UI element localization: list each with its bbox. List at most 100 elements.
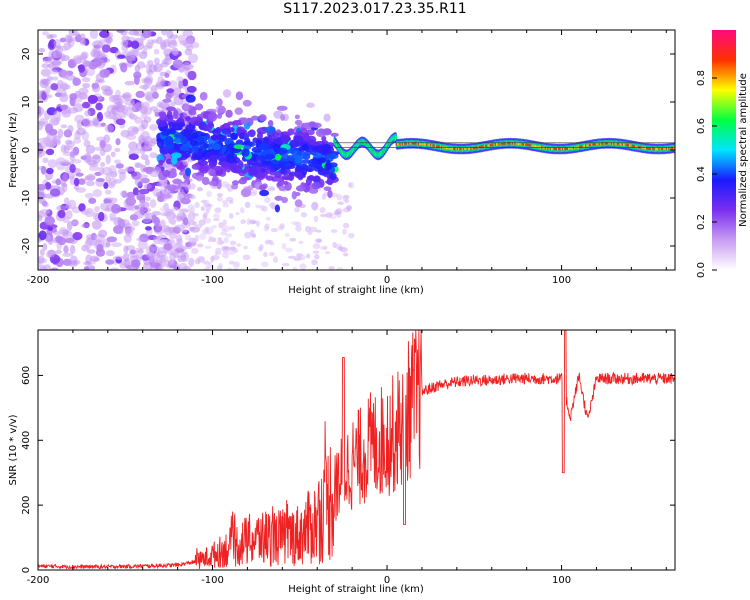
spectrogram-cell: [329, 172, 337, 181]
spectrogram-cell: [238, 132, 250, 140]
spectrogram-cell: [111, 106, 120, 116]
spectrogram-cell: [176, 234, 183, 243]
spectrogram-cell: [295, 185, 306, 192]
spectrogram-cell: [143, 212, 149, 218]
spectrogram-cell: [191, 247, 199, 255]
spectrogram-cell: [136, 237, 147, 242]
spectrogram-cell: [172, 59, 184, 69]
spectrogram-cell: [294, 221, 302, 227]
spectrogram-cell: [165, 93, 172, 100]
spectrogram-cell: [44, 84, 51, 94]
spectrogram-cell: [187, 204, 195, 210]
spectrogram-cell: [221, 161, 229, 168]
spectrogram-cell: [140, 154, 149, 160]
spectrogram-cell: [166, 110, 173, 120]
spectrogram-cell: [81, 77, 91, 83]
spectrogram-cell: [184, 48, 193, 56]
spectrogram-cell: [274, 170, 282, 179]
spectrogram-cell: [193, 120, 201, 126]
spectrogram-cell: [38, 117, 49, 127]
snr-series-line: [38, 330, 675, 570]
spectrogram-cell: [149, 152, 158, 159]
spectrogram-cell: [169, 34, 179, 39]
snr-ytick-label: 200: [21, 496, 32, 515]
spectrogram-cell: [95, 102, 103, 111]
spectrogram-cell: [50, 267, 59, 270]
spectrogram-cell: [180, 256, 187, 263]
spectrogram-cell: [229, 133, 238, 140]
spectrogram-cell: [138, 188, 150, 195]
spectrogram-cell: [105, 250, 115, 257]
spectrogram-cell: [207, 112, 218, 122]
spectrogram-cell: [116, 30, 126, 34]
spectrogram-cell: [104, 189, 112, 195]
spectrogram-cell: [293, 257, 299, 262]
spectrogram-cell: [59, 226, 67, 233]
spectrogram-cell: [281, 242, 287, 250]
spectrogram-cell: [101, 143, 112, 153]
spectrogram-cell: [185, 167, 192, 177]
spectrogram-cell: [198, 146, 207, 153]
spectrogram-cell: [63, 244, 69, 255]
spectrogram-cell: [67, 60, 76, 69]
spectrogram-cell: [232, 267, 239, 270]
spectrogram-cell: [309, 226, 318, 233]
spectrogram-cell: [167, 217, 175, 224]
spectrogram-cell: [98, 229, 108, 238]
spectrogram-cell: [222, 251, 229, 259]
spectrogram-cell: [120, 62, 128, 73]
spectrogram-cell: [287, 255, 296, 259]
spectrogram-cell: [75, 172, 84, 177]
spectrogram-cell: [105, 241, 111, 248]
spectrogram-cell: [53, 45, 62, 51]
spectrogram-cell: [212, 143, 221, 150]
spectrogram-cell: [223, 236, 229, 244]
spectrogram-cell: [264, 239, 271, 245]
spectrogram-cell: [140, 177, 150, 184]
spectrogram-cell: [146, 251, 156, 259]
colorbar: [712, 30, 736, 270]
spectrogram-cell: [151, 39, 159, 44]
spectrogram-cell: [93, 44, 101, 49]
spectrogram-cell: [94, 146, 104, 151]
spectrogram-cell: [268, 251, 275, 257]
spectrogram-cell: [235, 212, 240, 216]
spectrogram-cell: [150, 137, 159, 144]
spectrogram-cell: [72, 77, 82, 86]
spectrogram-cell: [322, 128, 332, 136]
spectrogram-cell: [87, 60, 94, 66]
spectrogram-cell: [47, 159, 58, 169]
spectrogram-cell: [100, 57, 111, 63]
spectrogram-cell: [158, 159, 164, 166]
spectrogram-cell: [309, 139, 316, 146]
spectrogram-cell: [342, 222, 350, 229]
spectrogram-cell: [92, 188, 103, 198]
spectrogram-cell: [260, 205, 265, 211]
spectrogram-cell: [289, 171, 297, 177]
spectrogram-cell: [270, 159, 281, 169]
spectrogram-cell: [327, 189, 333, 199]
spectrogram-cell: [42, 243, 48, 251]
spectrogram-cell: [47, 249, 56, 258]
spectrogram-cell: [78, 178, 86, 185]
spectrogram-cell: [234, 107, 243, 115]
spectrogram-ytick-label: 10: [21, 96, 32, 109]
snr-xtick-label: 0: [384, 575, 390, 586]
spectrogram-cell: [255, 204, 262, 209]
spectrogram-cell: [114, 255, 124, 260]
spectrogram-cell: [330, 132, 339, 137]
spectrogram-cell: [294, 206, 300, 213]
spectrogram-cell: [134, 247, 144, 254]
spectrogram-cell: [115, 118, 126, 126]
spectrogram-cell: [282, 262, 290, 267]
spectrogram-cell: [192, 221, 198, 227]
spectrogram-cell: [294, 199, 303, 208]
spectrogram-cell: [117, 54, 126, 59]
spectrogram-cell: [128, 141, 138, 151]
snr-line-plot: [38, 330, 675, 570]
spectrogram-cell: [256, 156, 262, 166]
spectrogram-cell: [38, 184, 47, 191]
spectrogram-cell: [85, 144, 96, 154]
spectrogram-cell: [44, 123, 54, 134]
spectrogram-cell: [204, 245, 212, 249]
